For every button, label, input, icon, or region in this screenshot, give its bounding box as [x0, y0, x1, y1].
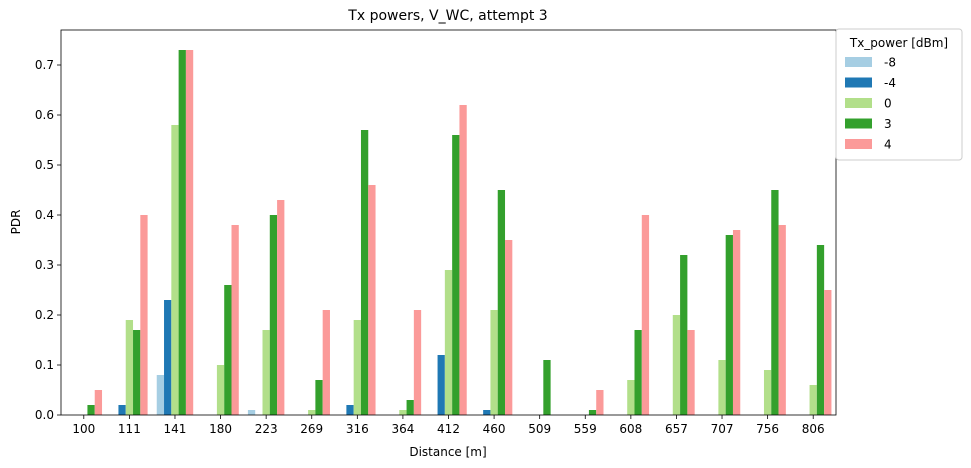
legend-swatch-0	[845, 98, 872, 108]
bar-269-4	[322, 310, 330, 415]
bar-141--4	[164, 300, 172, 415]
bar-806-3	[816, 245, 825, 415]
bar-460--4	[483, 410, 491, 415]
legend-swatch--4	[845, 77, 872, 88]
x-tick-label: 100	[72, 422, 95, 436]
bar-316-4	[368, 185, 376, 415]
bar-608-0	[627, 380, 635, 415]
legend-label-3: 3	[884, 117, 892, 131]
bar-141--8	[156, 375, 165, 415]
bar-460-0	[490, 310, 498, 415]
bar-559-3	[588, 410, 597, 415]
x-tick-label: 364	[391, 422, 414, 436]
bar-111-0	[125, 320, 134, 415]
legend-label-4: 4	[884, 138, 892, 152]
bar-608-4	[641, 215, 650, 415]
y-tick-label: 0.7	[35, 58, 54, 72]
bar-412-4	[459, 105, 467, 415]
bar-100-3	[87, 405, 95, 415]
x-tick-label: 180	[209, 422, 232, 436]
bar-707-3	[725, 235, 733, 415]
bar-180-0	[216, 365, 225, 415]
y-axis-label: PDR	[9, 210, 23, 235]
legend: Tx_power [dBm] -8 -4 0 3 4	[835, 28, 963, 161]
y-tick-label: 0.4	[35, 208, 54, 222]
bar-364-0	[399, 410, 407, 415]
bar-806-4	[824, 290, 832, 415]
x-tick-label: 316	[346, 422, 369, 436]
bar-559-4	[596, 390, 604, 415]
chart-title: Tx powers, V_WC, attempt 3	[347, 8, 547, 24]
bar-269-3	[315, 380, 323, 415]
y-tick-label: 0.2	[35, 308, 54, 322]
x-tick-label: 657	[665, 422, 688, 436]
x-tick-label: 806	[802, 422, 825, 436]
bar-657-4	[687, 330, 695, 415]
bar-111-3	[133, 330, 141, 415]
bar-223-4	[277, 200, 285, 415]
x-tick-label: 223	[255, 422, 278, 436]
bar-316--4	[346, 405, 354, 415]
bar-412--4	[437, 355, 445, 415]
bar-111--4	[118, 405, 126, 415]
bar-364-3	[406, 400, 414, 415]
bar-756-0	[763, 370, 772, 415]
bar-412-0	[444, 270, 453, 415]
bar-141-3	[178, 50, 186, 415]
x-axis-label: Distance [m]	[409, 445, 486, 459]
bar-180-3	[224, 285, 232, 415]
x-tick-label: 559	[574, 422, 597, 436]
bar-364-4	[413, 310, 422, 415]
x-tick-label: 608	[619, 422, 642, 436]
bar-806-0	[809, 385, 817, 415]
legend-swatch-3	[845, 118, 872, 129]
y-tick-label: 0.0	[35, 408, 54, 422]
bar-756-4	[778, 225, 786, 415]
bar-657-0	[672, 315, 681, 415]
bars-layer	[87, 50, 832, 415]
legend-label-0: 0	[884, 97, 892, 111]
bar-223-3	[269, 215, 278, 415]
x-tick-label: 509	[528, 422, 551, 436]
y-tick-label: 0.1	[35, 358, 54, 372]
x-axis: 100 111 141 180 223 269 316 364 412 460 509 559 608 6…	[72, 415, 825, 436]
bar-111-4	[140, 215, 148, 415]
bar-180-4	[231, 225, 239, 415]
bar-756-3	[771, 190, 779, 415]
x-tick-label: 756	[756, 422, 779, 436]
bar-460-3	[497, 190, 506, 415]
bar-707-4	[732, 230, 741, 415]
bar-412-3	[452, 135, 460, 415]
legend-label--8: -8	[884, 56, 896, 70]
bar-223-0	[262, 330, 270, 415]
x-tick-label: 141	[164, 422, 187, 436]
bar-141-0	[171, 125, 179, 415]
bar-223--8	[247, 410, 256, 415]
bar-141-4	[185, 50, 194, 415]
legend-swatch-4	[845, 139, 872, 149]
bar-316-0	[353, 320, 361, 415]
x-tick-label: 111	[118, 422, 141, 436]
y-tick-label: 0.6	[35, 108, 54, 122]
bar-269-0	[308, 410, 316, 415]
bar-509-3	[543, 360, 551, 415]
bar-657-3	[680, 255, 688, 415]
bar-608-3	[634, 330, 642, 415]
legend-swatch--8	[845, 57, 872, 67]
x-tick-label: 269	[300, 422, 323, 436]
y-axis: 0.0 0.1 0.2 0.3 0.4 0.5 0.6 0.7	[35, 58, 61, 422]
bar-460-4	[505, 240, 513, 415]
legend-label--4: -4	[884, 76, 896, 90]
legend-title: Tx_power [dBm]	[849, 36, 948, 50]
bar-100-4	[94, 390, 103, 415]
x-tick-label: 460	[483, 422, 506, 436]
bar-707-0	[718, 360, 726, 415]
y-tick-label: 0.5	[35, 158, 54, 172]
y-tick-label: 0.3	[35, 258, 54, 272]
bar-316-3	[360, 130, 369, 415]
x-tick-label: 412	[437, 422, 460, 436]
x-tick-label: 707	[711, 422, 734, 436]
